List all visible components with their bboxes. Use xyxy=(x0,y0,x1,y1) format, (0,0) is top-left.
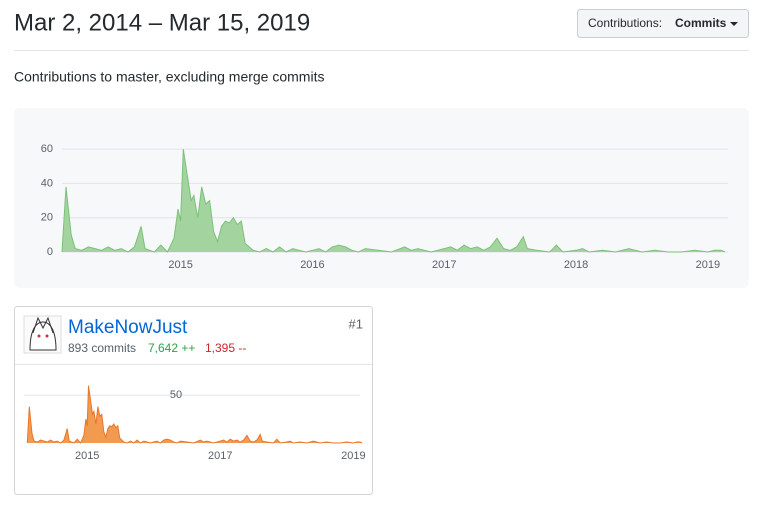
chart-panel xyxy=(14,108,749,288)
contributor-name[interactable]: MakeNowJust xyxy=(68,317,188,338)
area-fill xyxy=(62,149,725,252)
x-tick-label: 2018 xyxy=(564,259,588,271)
contributor-card xyxy=(14,306,373,495)
area-line xyxy=(61,149,726,253)
x-tick-label: 2015 xyxy=(168,259,192,271)
dropdown-caret xyxy=(730,22,738,26)
avatar xyxy=(23,315,62,354)
contributor-rank: #1 xyxy=(349,316,363,331)
dropdown-value: Commits xyxy=(675,16,727,30)
y-tick-label: 60 xyxy=(41,143,53,155)
y-tick-label: 40 xyxy=(41,177,53,189)
x-tick-label: 2017 xyxy=(208,450,232,462)
y-tick-label: 20 xyxy=(41,212,53,224)
dropdown-button[interactable] xyxy=(577,9,749,38)
x-tick-label: 2019 xyxy=(341,450,365,462)
y-tick-label: 0 xyxy=(47,246,53,258)
commit-count: 893 commits xyxy=(68,341,136,355)
deletions: 1,395 -- xyxy=(205,341,246,355)
additions: 7,642 ++ xyxy=(148,341,195,355)
x-tick-label: 2015 xyxy=(75,450,99,462)
dropdown-label: Contributions: xyxy=(588,16,662,30)
x-tick-label: 2016 xyxy=(300,259,324,271)
area-line xyxy=(26,385,363,444)
y-tick-label: 50 xyxy=(170,389,182,401)
area-fill xyxy=(27,385,363,443)
x-tick-label: 2019 xyxy=(696,259,720,271)
subtitle: Contributions to master, excluding merge… xyxy=(14,69,324,85)
x-tick-label: 2017 xyxy=(432,259,456,271)
date-range-title: Mar 2, 2014 – Mar 15, 2019 xyxy=(14,9,310,36)
